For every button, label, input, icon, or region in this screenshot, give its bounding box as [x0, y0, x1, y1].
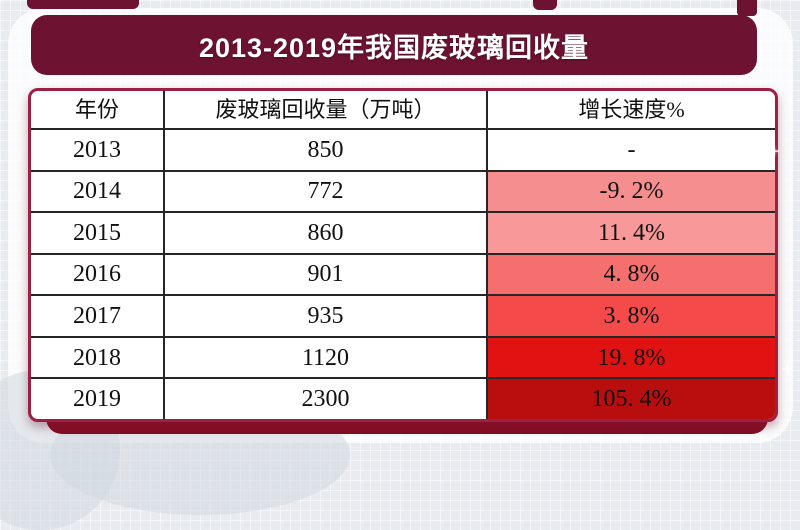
volume-cell: 1120: [163, 335, 486, 378]
column-header-growth: 增长速度%: [486, 91, 775, 128]
year-cell: 2014: [31, 169, 163, 212]
volume-cell: 772: [163, 169, 486, 212]
growth-cell: 3. 8%: [486, 294, 775, 336]
recycling-data-table: 年份 废玻璃回收量（万吨） 增长速度% 2013 850 - 2014 772 …: [28, 88, 778, 422]
growth-cell: -9. 2%: [486, 169, 775, 212]
year-cell: 2017: [31, 294, 163, 336]
sparkle-icon: +: [781, 360, 794, 378]
volume-cell: 860: [163, 211, 486, 253]
page-title: 2013-2019年我国废玻璃回收量: [198, 32, 590, 63]
growth-cell: 11. 4%: [486, 211, 775, 253]
year-cell: 2013: [31, 128, 163, 170]
volume-cell: 850: [163, 128, 486, 170]
year-cell: 2018: [31, 335, 163, 378]
year-cell: 2015: [31, 211, 163, 253]
title-banner: 2013-2019年我国废玻璃回收量: [31, 15, 757, 75]
growth-cell: -: [486, 128, 775, 170]
top-ribbon-middle: [533, 0, 557, 10]
volume-cell: 935: [163, 294, 486, 336]
column-header-volume: 废玻璃回收量（万吨）: [163, 91, 486, 128]
growth-cell: 19. 8%: [486, 335, 775, 378]
sparkle-icon: +: [768, 142, 781, 160]
year-cell: 2016: [31, 252, 163, 295]
volume-cell: 901: [163, 252, 486, 295]
growth-cell: 4. 8%: [486, 252, 775, 295]
volume-cell: 2300: [163, 377, 486, 419]
top-ribbon-right: [737, 0, 757, 16]
growth-cell: 105. 4%: [486, 377, 775, 419]
year-cell: 2019: [31, 377, 163, 419]
top-ribbon-left: [27, 0, 139, 9]
column-header-year: 年份: [74, 96, 119, 122]
